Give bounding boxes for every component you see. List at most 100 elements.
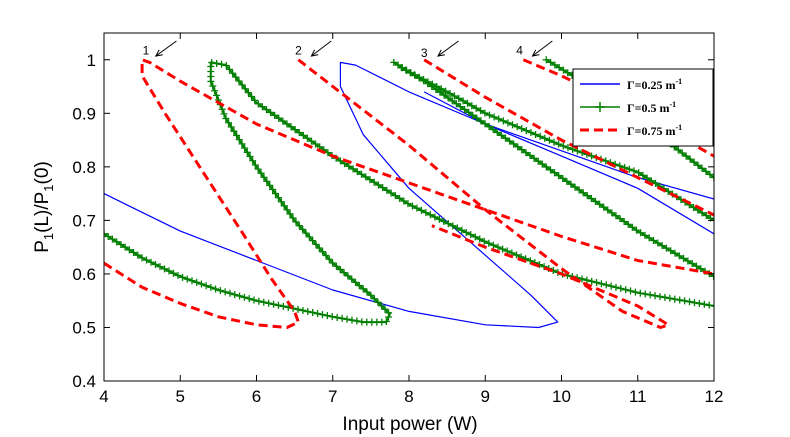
annotation-arrowhead-0 (154, 49, 163, 57)
series-1-marker (547, 58, 555, 66)
series-1-marker (450, 92, 458, 100)
series-1-marker (536, 132, 544, 140)
series-1-marker (238, 81, 246, 89)
series-1-marker (299, 225, 307, 233)
series-1-marker (463, 99, 471, 107)
series-1-marker (692, 262, 700, 270)
series-1-marker (377, 302, 385, 310)
series-1-marker (551, 61, 559, 69)
series-1-marker (207, 62, 215, 70)
series-1-marker (257, 169, 265, 177)
series-1-marker (680, 254, 688, 262)
series-1-marker (274, 194, 282, 202)
series-1-marker (117, 240, 125, 248)
y-tick-label-3: 0.7 (72, 211, 96, 230)
series-1-marker (678, 149, 686, 157)
series-1-marker (510, 140, 518, 148)
series-1-marker (232, 73, 240, 81)
series-1-marker (258, 103, 266, 111)
series-1-marker (286, 210, 294, 218)
series-1-marker (233, 131, 241, 139)
series-1-marker (681, 297, 689, 305)
series-1-marker (630, 167, 638, 175)
series-1-marker (309, 237, 317, 245)
series-1-marker (518, 146, 526, 154)
annotation-arrow-0 (155, 40, 177, 57)
series-1-marker (675, 252, 683, 260)
legend-label-2: Γ=0.75 m-1 (627, 123, 682, 138)
series-1-marker (600, 203, 608, 211)
series-1-marker (440, 217, 448, 225)
series-1-marker (694, 161, 702, 169)
series-1-marker (597, 280, 605, 288)
series-1-marker (269, 185, 277, 193)
series-1-marker (422, 209, 430, 217)
x-tick-label-2: 6 (252, 387, 261, 406)
series-1-marker (637, 229, 645, 237)
annotation-label-0: 1 (143, 43, 150, 57)
series-1-marker (406, 68, 414, 76)
series-2-segment-2 (423, 58, 714, 217)
series-1-marker (213, 91, 221, 99)
series-1-marker (641, 231, 649, 239)
series-1-marker (645, 234, 653, 242)
series-1-marker (374, 181, 382, 189)
series-1-marker (480, 237, 488, 245)
series-1-marker (359, 285, 367, 293)
series-1-marker (385, 309, 393, 317)
series-1-marker (534, 157, 542, 165)
series-1-marker (113, 238, 121, 246)
annotation-arrowhead-3 (531, 49, 540, 57)
series-1-marker (254, 100, 262, 108)
series-1-marker (616, 162, 624, 170)
series-1-marker (559, 142, 567, 150)
series-1-marker (355, 282, 363, 290)
series-1-marker (241, 85, 249, 93)
series-1-marker (336, 265, 344, 273)
series-1-marker (255, 297, 263, 305)
series-1-marker (602, 281, 610, 289)
series-1-marker (348, 316, 356, 324)
series-1-marker (431, 213, 439, 221)
annotation-label-1: 2 (295, 43, 302, 57)
series-1-marker (620, 218, 628, 226)
series-1-marker (458, 226, 466, 234)
series-1-marker (705, 301, 713, 309)
ticks-layer: 4 5 6 7 8 9 10 11 120.40.50.60.70.80.91 (72, 33, 723, 406)
series-1-marker (303, 134, 311, 142)
legend-swatch-1 (580, 102, 620, 112)
series-1-marker (314, 310, 322, 318)
series-1-marker (353, 168, 361, 176)
series-1-marker (370, 178, 378, 186)
series-1-marker (309, 309, 317, 317)
series-1-marker (559, 66, 567, 74)
series-1-marker (295, 129, 303, 137)
series-layer (104, 56, 714, 329)
series-1-marker (305, 233, 313, 241)
series-1-marker (202, 282, 210, 290)
y-tick-label-0: 0.4 (72, 372, 96, 391)
series-1-marker (343, 315, 351, 323)
series-1-marker (471, 233, 479, 241)
annotation-label-2: 3 (421, 46, 428, 60)
y-tick-label-5: 0.9 (72, 104, 96, 123)
series-1-marker (174, 271, 182, 279)
x-tick-label-8: 12 (705, 387, 724, 406)
series-1-marker (676, 296, 684, 304)
series-1-marker (518, 125, 526, 133)
series-1-marker (279, 302, 287, 310)
series-1-marker (690, 158, 698, 166)
series-1-marker (579, 189, 587, 197)
series-1-marker (541, 134, 549, 142)
series-1-marker (227, 123, 235, 131)
series-1-marker (686, 298, 694, 306)
series-1-marker (700, 300, 708, 308)
series-1-marker (397, 64, 405, 72)
series-1-marker (643, 174, 651, 182)
series-1-marker (225, 65, 233, 73)
series-1-marker (573, 147, 581, 155)
series-1-marker (448, 97, 456, 105)
series-1-marker (469, 111, 477, 119)
series-1-marker (551, 169, 559, 177)
series-1-marker (121, 243, 129, 251)
